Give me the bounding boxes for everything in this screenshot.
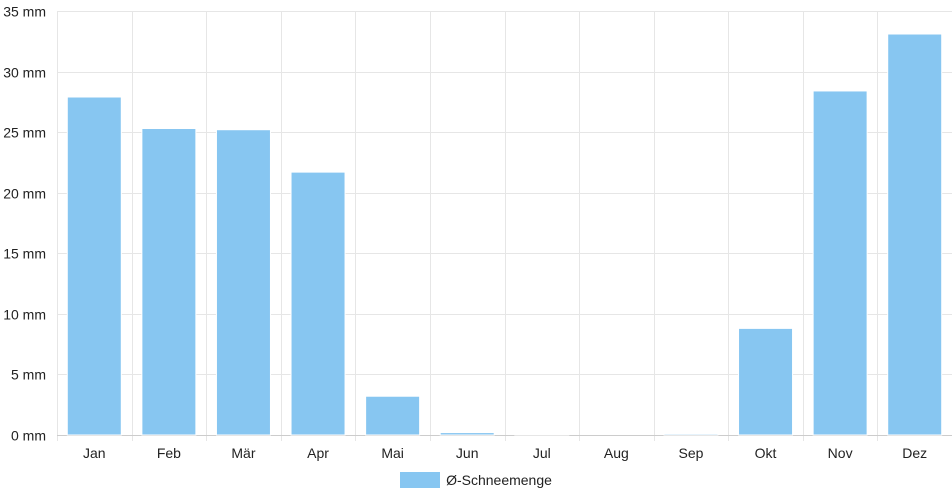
x-tick-label: Jun <box>456 445 479 461</box>
bar-Mai <box>365 395 421 436</box>
legend-swatch[interactable] <box>400 472 441 488</box>
x-tick-label: Apr <box>307 445 329 461</box>
bar-Jun <box>439 432 495 436</box>
x-tick-label: Jan <box>83 445 106 461</box>
bar-Jul <box>514 433 570 436</box>
y-tick-label: 30 mm <box>3 65 46 81</box>
y-tick-label: 5 mm <box>11 367 46 383</box>
y-tick-label: 35 mm <box>3 4 46 20</box>
x-tick-label: Jul <box>533 445 551 461</box>
bar-Sep <box>663 433 719 436</box>
y-tick-label: 25 mm <box>3 125 46 141</box>
x-tick-label: Okt <box>755 445 777 461</box>
y-tick-label: 0 mm <box>11 428 46 444</box>
x-tick-label: Dez <box>902 445 927 461</box>
x-tick-label: Aug <box>604 445 629 461</box>
legend[interactable]: Ø-Schneemenge <box>0 472 952 488</box>
bar-Nov <box>812 90 868 436</box>
bar-Okt <box>738 327 794 436</box>
x-tick-label: Nov <box>828 445 853 461</box>
bars <box>66 33 943 436</box>
bar-Mär <box>215 129 271 436</box>
x-tick-label: Sep <box>678 445 703 461</box>
y-tick-label: 20 mm <box>3 186 46 202</box>
bar-Feb <box>141 128 197 436</box>
x-axis-tick-labels: Jan Feb Mär Apr Mai Jun Jul Aug Sep Okt Nov Dez <box>83 445 927 461</box>
bar-Apr <box>290 171 346 436</box>
y-tick-label: 10 mm <box>3 307 46 323</box>
grid <box>57 11 952 441</box>
x-tick-label: Feb <box>157 445 181 461</box>
bar-Dez <box>887 33 943 436</box>
y-axis-tick-labels: 0 mm 5 mm 10 mm 15 mm 20 mm 25 mm 30 mm 35 mm <box>3 4 46 444</box>
bar-Jan <box>66 96 122 436</box>
x-tick-label: Mär <box>231 445 255 461</box>
legend-label[interactable]: Ø-Schneemenge <box>446 472 552 488</box>
y-tick-label: 15 mm <box>3 246 46 262</box>
x-tick-label: Mai <box>381 445 404 461</box>
